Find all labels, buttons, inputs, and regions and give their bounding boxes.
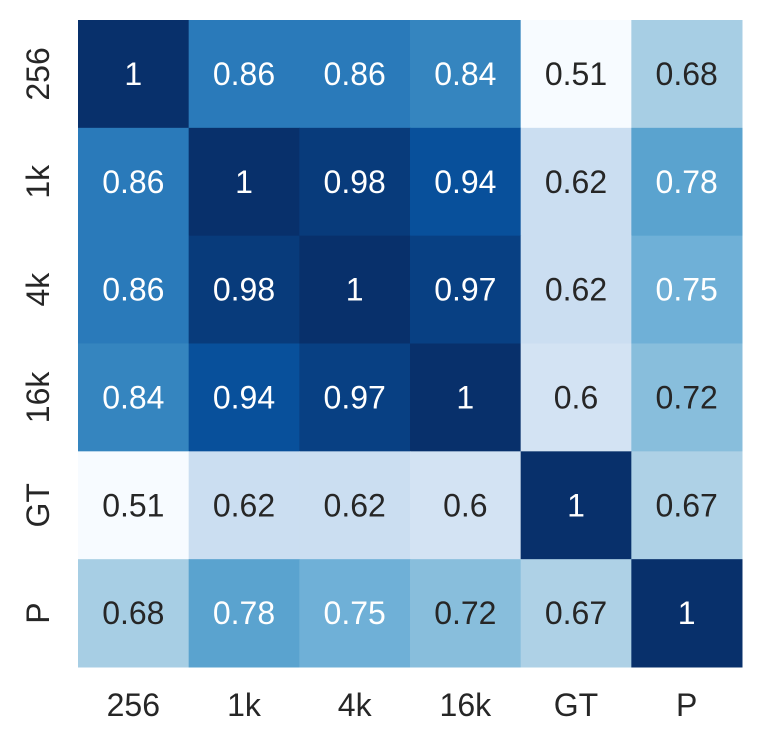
cell-label: 0.94 [213,379,275,415]
heatmap-cell [78,235,190,344]
heatmap-cell [299,235,411,344]
heatmap-cell [520,127,632,237]
cell-label: 0.84 [434,56,496,92]
cell-label: 0.72 [434,595,496,631]
cell-label: 0.97 [324,379,386,415]
heatmap-cell [299,20,411,129]
y-tick-label: 16k [20,371,56,424]
cell-label: 0.67 [545,595,607,631]
heatmap-cell [188,235,300,344]
y-tick-label: P [20,602,56,623]
cell-label: 0.94 [434,164,496,200]
heatmap-cell [410,127,522,237]
cell-label: 0.98 [324,164,386,200]
heatmap-cell [520,451,632,560]
cell-label: 0.62 [545,164,607,200]
cell-label: 1 [678,595,696,631]
heatmap-cell [410,451,522,560]
x-tick-label: P [676,687,697,723]
cell-label: 0.68 [656,56,718,92]
cell-label: 0.72 [656,379,718,415]
heatmap-cell [631,127,743,237]
heatmap-cell [410,343,522,452]
cell-label: 1 [456,379,474,415]
heatmap-cell [188,20,300,129]
y-tick-label: GT [20,483,56,527]
heatmap-cell [188,451,300,560]
heatmap-cell [520,20,632,129]
heatmap-cell [299,343,411,452]
cell-label: 0.6 [554,379,598,415]
heatmap-cell [410,235,522,344]
cell-label: 1 [346,272,364,308]
heatmap-cell [631,235,743,344]
heatmap-cell [631,343,743,452]
cell-label: 0.67 [656,487,718,523]
cell-label: 0.62 [545,272,607,308]
y-tick-label: 1k [20,164,56,199]
heatmap-cell [520,559,632,668]
heatmap-cell [299,127,411,237]
cell-label: 0.84 [102,379,164,415]
cell-label: 1 [235,164,253,200]
heatmap-cell [631,451,743,560]
cell-label: 0.51 [545,56,607,92]
heatmap-cell [299,559,411,668]
x-tick-label: GT [554,687,598,723]
cell-label: 0.6 [443,487,487,523]
cell-label: 1 [567,487,585,523]
x-tick-label: 4k [338,687,373,723]
x-tick-label: 1k [227,687,262,723]
cell-label: 0.86 [102,272,164,308]
cell-label: 0.86 [102,164,164,200]
cell-label: 0.62 [324,487,386,523]
cell-label: 0.78 [656,164,718,200]
cell-label: 0.75 [656,272,718,308]
x-tick-label: 16k [440,687,493,723]
cell-label: 0.62 [213,487,275,523]
heatmap-cell [78,559,190,668]
heatmap-cell [520,235,632,344]
heatmap-cell [188,559,300,668]
x-tick-label: 256 [107,687,160,723]
heatmap-cell [188,127,300,237]
heatmap-cell [78,451,190,560]
heatmap-cell [410,559,522,668]
cell-label: 1 [124,56,142,92]
heatmap-cell [631,20,743,129]
cell-label: 0.97 [434,272,496,308]
y-tick-label: 4k [20,272,56,307]
y-tick-label: 256 [20,47,56,100]
cell-label: 0.86 [213,56,275,92]
cell-label: 0.98 [213,272,275,308]
heatmap-cell [78,20,190,129]
heatmap-cell [299,451,411,560]
cell-label: 0.75 [324,595,386,631]
cell-label: 0.68 [102,595,164,631]
heatmap-cell [78,343,190,452]
heatmap-cell [520,343,632,452]
cell-label: 0.86 [324,56,386,92]
cell-label: 0.51 [102,487,164,523]
heatmap-cell [631,559,743,668]
heatmap-cell [78,127,190,237]
heatmap-cell [188,343,300,452]
heatmap-cell [410,20,522,129]
cell-label: 0.78 [213,595,275,631]
